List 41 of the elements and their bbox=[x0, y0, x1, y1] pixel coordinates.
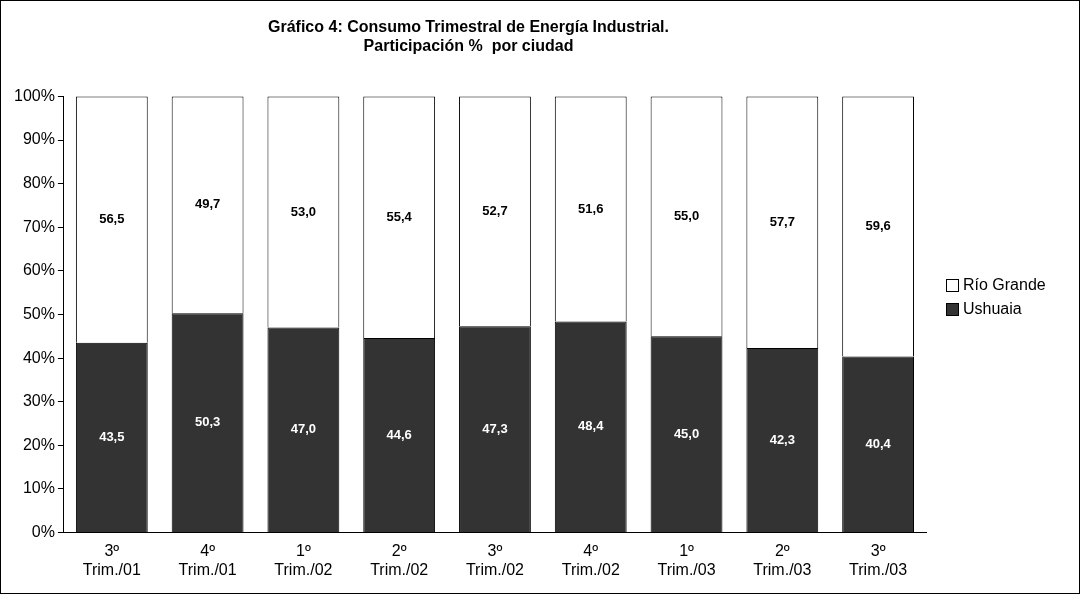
y-tick-label: 80% bbox=[22, 174, 55, 192]
y-tick-label: 40% bbox=[22, 348, 55, 366]
y-tick-label: 50% bbox=[22, 304, 55, 322]
data-label: 44,6 bbox=[386, 426, 412, 442]
data-label: 55,0 bbox=[673, 207, 700, 223]
data-label: 47,3 bbox=[482, 420, 508, 436]
x-tick-label: 3º Trim./02 bbox=[465, 541, 525, 578]
data-label: 53,0 bbox=[290, 203, 317, 219]
data-label: 59,6 bbox=[865, 217, 891, 233]
x-tick-label: 2º Trim./03 bbox=[753, 541, 812, 578]
x-tick-label: 3º Trim./01 bbox=[82, 541, 141, 578]
data-label: 55,4 bbox=[386, 208, 413, 224]
data-label: 47,0 bbox=[290, 421, 317, 437]
y-tick-label: 100% bbox=[14, 86, 55, 104]
data-label: 48,4 bbox=[578, 418, 605, 434]
legend-label: Ushuaia bbox=[963, 300, 1022, 318]
chart-title: Gráfico 4: Consumo Trimestral de Energía Industrial. Participación % por ciudad bbox=[268, 18, 669, 55]
y-tick-label: 60% bbox=[22, 261, 55, 279]
x-tick-label: 3º Trim./03 bbox=[849, 541, 908, 578]
y-tick-label: 30% bbox=[22, 392, 55, 410]
x-tick-label: 1º Trim./02 bbox=[274, 541, 333, 578]
y-tick-label: 90% bbox=[22, 130, 55, 148]
data-label: 40,4 bbox=[865, 435, 892, 451]
y-tick-label: 10% bbox=[22, 479, 55, 497]
y-tick-label: 0% bbox=[31, 523, 55, 541]
data-label: 42,3 bbox=[769, 431, 795, 447]
x-tick-label: 4º Trim./01 bbox=[178, 541, 237, 578]
y-tick-label: 20% bbox=[22, 435, 55, 453]
x-tick-label: 4º Trim./02 bbox=[561, 541, 620, 578]
data-label: 51,6 bbox=[578, 200, 604, 216]
data-label: 57,7 bbox=[769, 213, 795, 229]
data-label: 43,5 bbox=[99, 429, 125, 445]
data-label: 52,7 bbox=[482, 202, 508, 218]
x-tick-label: 1º Trim./03 bbox=[657, 541, 716, 578]
data-label: 50,3 bbox=[194, 414, 221, 430]
y-tick-label: 70% bbox=[22, 217, 55, 235]
data-label: 49,7 bbox=[194, 196, 221, 212]
x-tick-label: 2º Trim./02 bbox=[370, 541, 429, 578]
text: Río Grande bbox=[963, 276, 1046, 294]
data-label: 45,0 bbox=[673, 425, 700, 441]
data-label: 56,5 bbox=[99, 211, 125, 227]
